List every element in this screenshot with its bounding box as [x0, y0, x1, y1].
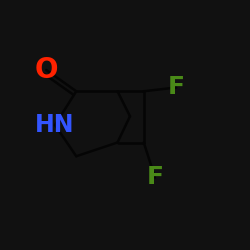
- Text: F: F: [168, 76, 185, 100]
- Text: O: O: [34, 56, 58, 84]
- Text: F: F: [146, 166, 164, 190]
- Text: HN: HN: [35, 113, 75, 137]
